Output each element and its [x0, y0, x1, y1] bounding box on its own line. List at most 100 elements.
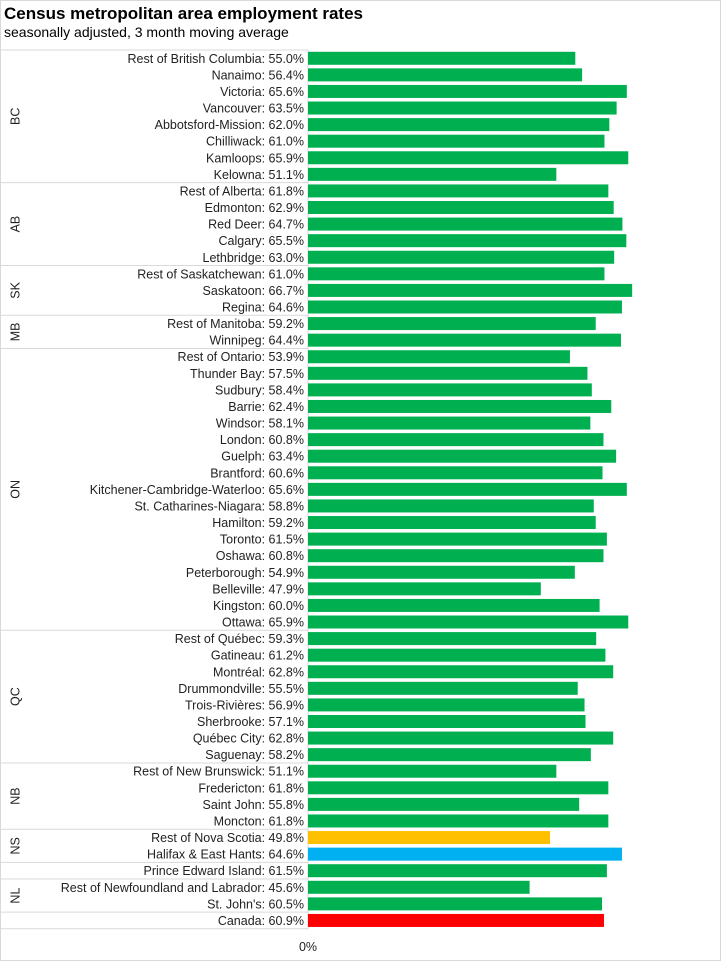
- bar: [308, 565, 575, 579]
- category-label: Nanaimo: 56.4%: [212, 68, 304, 82]
- category-label: Halifax & East Hants: 64.6%: [147, 848, 304, 862]
- group-label: NL: [8, 888, 22, 904]
- bar: [308, 317, 596, 331]
- bar: [308, 731, 614, 745]
- category-label: London: 60.8%: [220, 433, 304, 447]
- bar: [308, 831, 551, 845]
- bar: [308, 598, 600, 612]
- bar: [308, 366, 588, 380]
- category-label: Regina: 64.6%: [222, 300, 304, 314]
- bar: [308, 764, 557, 778]
- group-label: SK: [8, 281, 22, 298]
- bar: [308, 267, 605, 281]
- category-label: Rest of Alberta: 61.8%: [180, 184, 304, 198]
- bar: [308, 549, 604, 563]
- bar: [308, 665, 614, 679]
- bar: [308, 134, 605, 148]
- category-label: Saguenay: 58.2%: [205, 748, 304, 762]
- bar: [308, 681, 578, 695]
- bar: [308, 615, 629, 629]
- category-label: Windsor: 58.1%: [216, 417, 304, 431]
- category-label: Québec City: 62.8%: [193, 732, 304, 746]
- bar: [308, 482, 627, 496]
- category-label: Kelowna: 51.1%: [214, 168, 304, 182]
- bar: [308, 499, 594, 513]
- category-label: Toronto: 61.5%: [220, 533, 304, 547]
- group-label: MB: [8, 322, 22, 341]
- category-label: Thunder Bay: 57.5%: [190, 367, 304, 381]
- category-label: Rest of Ontario: 53.9%: [178, 350, 304, 364]
- chart-title: Census metropolitan area employment rate…: [4, 4, 364, 23]
- category-label: Rest of New Brunswick: 51.1%: [133, 765, 304, 779]
- category-label: Sudbury: 58.4%: [215, 383, 304, 397]
- bar: [308, 151, 629, 165]
- bar: [308, 118, 610, 132]
- category-label: Saskatoon: 66.7%: [203, 284, 304, 298]
- category-label: Rest of Newfoundland and Labrador: 45.6%: [61, 881, 304, 895]
- group-label: NB: [8, 787, 22, 804]
- x-tick-label: 0%: [299, 940, 317, 954]
- group-label: QC: [8, 687, 22, 706]
- category-label: Fredericton: 61.8%: [198, 781, 304, 795]
- category-label: Ottawa: 65.9%: [222, 616, 304, 630]
- bar: [308, 217, 623, 231]
- bar: [308, 516, 596, 530]
- group-label: AB: [8, 216, 22, 233]
- group-label: ON: [8, 480, 22, 499]
- category-label: Victoria: 65.6%: [220, 85, 304, 99]
- category-label: Rest of Nova Scotia: 49.8%: [151, 831, 304, 845]
- category-label: Sherbrooke: 57.1%: [197, 715, 304, 729]
- bar: [308, 84, 627, 98]
- category-label: Canada: 60.9%: [218, 914, 304, 928]
- category-label: Trois-Rivières: 56.9%: [185, 698, 304, 712]
- bar: [308, 814, 609, 828]
- bar: [308, 449, 617, 463]
- category-label: Belleville: 47.9%: [212, 582, 304, 596]
- category-label: Rest of British Columbia: 55.0%: [128, 52, 304, 66]
- bar: [308, 880, 530, 894]
- category-label: Hamilton: 59.2%: [212, 516, 304, 530]
- category-label: Brantford: 60.6%: [210, 466, 304, 480]
- chart-subtitle: seasonally adjusted, 3 month moving aver…: [4, 24, 289, 40]
- bar: [308, 797, 580, 811]
- category-label: Vancouver: 63.5%: [203, 102, 304, 116]
- category-label: Drummondville: 55.5%: [178, 682, 304, 696]
- bar: [308, 333, 621, 347]
- group-label: BC: [8, 108, 22, 125]
- bar: [308, 201, 614, 215]
- bar: [308, 748, 591, 762]
- category-label: Rest of Québec: 59.3%: [175, 632, 304, 646]
- bar: [308, 283, 633, 297]
- bar: [308, 913, 604, 927]
- bar: [308, 582, 541, 596]
- category-label: Kitchener-Cambridge-Waterloo: 65.6%: [90, 483, 304, 497]
- bar: [308, 416, 591, 430]
- bar: [308, 184, 609, 198]
- bar: [308, 532, 607, 546]
- bar: [308, 167, 557, 181]
- category-label: Gatineau: 61.2%: [211, 649, 304, 663]
- category-label: St. John's: 60.5%: [207, 897, 304, 911]
- category-label: Abbotsford-Mission: 62.0%: [155, 118, 304, 132]
- category-label: Oshawa: 60.8%: [216, 549, 304, 563]
- category-label: Lethbridge: 63.0%: [203, 251, 304, 265]
- bar: [308, 250, 615, 264]
- bar: [308, 399, 612, 413]
- bar: [308, 847, 622, 861]
- group-label: NS: [8, 837, 22, 854]
- category-label: Kingston: 60.0%: [213, 599, 304, 613]
- bar: [308, 68, 583, 82]
- bar: [308, 714, 586, 728]
- category-label: Peterborough: 54.9%: [186, 566, 304, 580]
- category-label: Rest of Manitoba: 59.2%: [167, 317, 304, 331]
- category-label: Barrie: 62.4%: [228, 400, 304, 414]
- bar: [308, 234, 627, 248]
- bar: [308, 781, 609, 795]
- category-label: Guelph: 63.4%: [221, 450, 304, 464]
- category-label: Winnipeg: 64.4%: [209, 334, 304, 348]
- category-label: Saint John: 55.8%: [203, 798, 304, 812]
- category-label: Kamloops: 65.9%: [206, 151, 304, 165]
- category-label: Chilliwack: 61.0%: [206, 135, 304, 149]
- bar: [308, 433, 604, 447]
